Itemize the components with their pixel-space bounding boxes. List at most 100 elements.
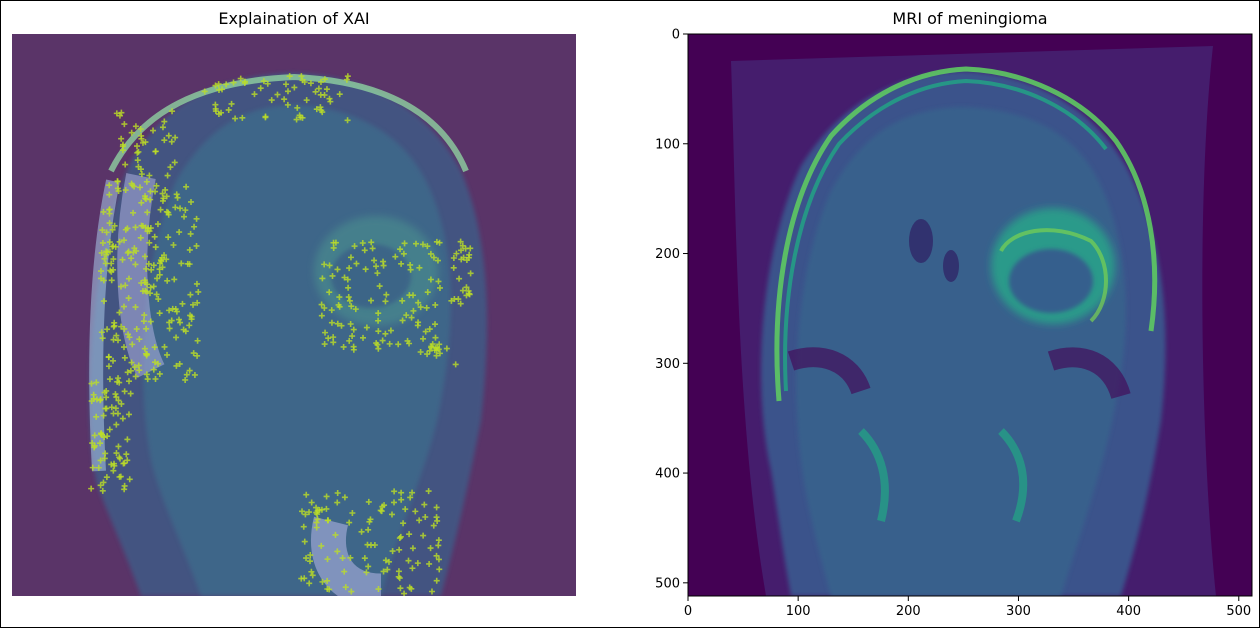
xai-marker [349,333,356,340]
xai-marker [408,314,415,321]
xai-marker [121,354,128,361]
xai-marker [407,494,414,501]
xai-marker [132,373,139,380]
xai-marker [433,577,440,584]
xai-marker [110,467,117,474]
xai-marker [182,376,189,383]
xai-marker [163,193,170,200]
xai-marker [124,436,131,443]
xai-marker [122,187,129,194]
xai-marker [432,345,439,352]
xai-marker [318,301,325,308]
xai-marker [302,511,309,518]
xai-marker [406,584,413,591]
xai-marker [426,560,433,567]
xai-marker [416,264,423,271]
xai-marker [465,287,472,294]
xai-marker [330,239,337,246]
xai-marker [306,580,313,587]
xai-marker [123,451,130,458]
xai-marker [193,215,200,222]
xai-marker [101,455,108,462]
xai-marker [120,303,127,310]
xai-marker [91,432,98,439]
xai-marker [318,312,325,319]
xai-marker [368,239,375,246]
xai-marker [430,522,437,529]
xai-marker [377,507,384,514]
xai-marker [257,85,264,92]
xai-marker [427,250,434,257]
xai-marker [392,253,399,260]
xai-marker [113,394,120,401]
xai-marker [142,139,149,146]
xai-marker [389,548,396,555]
xai-marker [326,95,333,102]
xai-marker [373,340,380,347]
xai-marker [429,341,436,348]
xai-marker [317,79,324,86]
right-panel-title: MRI of meningioma [892,9,1048,28]
xai-marker [230,79,237,86]
xai-marker [334,499,341,506]
xai-marker [374,270,381,277]
xai-marker [186,246,193,253]
xai-marker [167,164,174,171]
xai-marker [350,346,357,353]
xai-marker [177,205,184,212]
xai-marker [103,394,110,401]
xai-marker [300,523,307,530]
xai-marker [186,367,193,374]
xai-marker [150,366,157,373]
xai-marker [106,248,113,255]
xai-marker [334,266,341,273]
xai-marker [99,487,106,494]
xai-marker [121,388,128,395]
xai-marker [406,531,413,538]
xai-marker [159,197,166,204]
xai-marker [434,257,441,264]
xai-marker [156,271,163,278]
xai-marker [105,354,112,361]
xai-marker [457,238,464,245]
xai-marker [150,283,157,290]
xai-marker [110,357,117,364]
xai-marker [98,329,105,336]
xai-marker [187,230,194,237]
xai-marker [345,284,352,291]
xai-marker [125,248,132,255]
xai-marker [145,260,152,267]
xai-marker [121,121,128,128]
xai-marker [328,319,335,326]
xai-marker [151,233,158,240]
xai-marker [391,499,398,506]
xai-marker [353,260,360,267]
xai-marker [219,86,226,93]
xai-marker [159,190,166,197]
xai-marker [340,343,347,350]
xai-marker [147,284,154,291]
xai-marker [90,391,97,398]
xai-marker [172,134,179,141]
xai-marker [417,349,424,356]
xai-marker [119,147,126,154]
xai-marker [401,240,408,247]
xai-marker [165,132,172,139]
xai-marker [433,352,440,359]
xai-marker [428,588,435,595]
xai-marker [309,572,316,579]
xai-marker [334,320,341,327]
xai-marker [157,206,164,213]
xai-marker [415,319,422,326]
xai-marker [359,240,366,247]
xai-marker [166,325,173,332]
xai-marker [99,239,106,246]
xai-marker [313,106,320,113]
xai-marker [426,326,433,333]
xai-marker [128,255,135,262]
xai-marker [194,299,201,306]
xai-marker [116,238,123,245]
xai-marker [368,297,375,304]
xai-marker [124,457,131,464]
xai-marker [334,490,341,497]
